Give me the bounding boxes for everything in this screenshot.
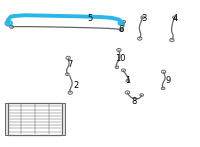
Text: 1: 1 — [125, 76, 130, 85]
Text: 2: 2 — [74, 81, 79, 90]
Bar — [62, 103, 65, 135]
Bar — [74, 16, 78, 17]
Text: 10: 10 — [115, 54, 125, 64]
Text: 6: 6 — [118, 25, 124, 34]
Text: 3: 3 — [141, 14, 146, 23]
Text: 5: 5 — [87, 14, 93, 23]
Text: 8: 8 — [131, 97, 136, 106]
Text: 9: 9 — [166, 76, 171, 85]
Bar — [35, 15, 38, 16]
Bar — [5, 103, 8, 135]
Text: 7: 7 — [68, 60, 73, 69]
Bar — [8, 103, 62, 135]
Text: 4: 4 — [173, 14, 178, 23]
